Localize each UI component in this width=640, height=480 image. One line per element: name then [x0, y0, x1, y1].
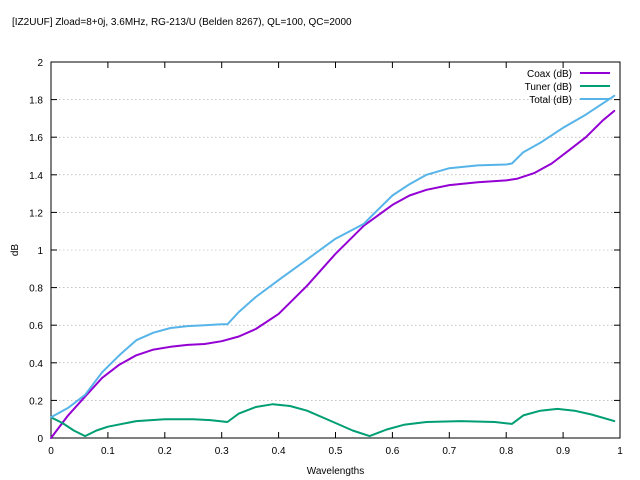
y-tick-label: 2	[37, 58, 43, 69]
y-tick-label: 1.4	[29, 171, 43, 182]
y-axis-label: dB	[10, 244, 21, 257]
x-axis-label: Wavelengths	[307, 466, 364, 477]
grid	[51, 99, 620, 401]
legend-label: Tuner (dB)	[525, 82, 572, 93]
x-tick-label: 0.2	[158, 446, 172, 457]
y-tick-label: 0	[37, 434, 43, 445]
x-tick-label: 0	[48, 446, 54, 457]
x-tick-label: 0.6	[385, 446, 399, 457]
y-tick-label: 0.8	[29, 284, 43, 295]
y-tick-label: 1	[37, 246, 43, 257]
series-line-coax-db	[50, 109, 616, 439]
x-tick-label: 0.3	[215, 446, 229, 457]
y-tick-label: 1.6	[29, 133, 43, 144]
chart-title: [IZ2UUF] Zload=8+0j, 3.6MHz, RG-213/U (B…	[12, 17, 352, 28]
x-tick-label: 0.5	[329, 446, 343, 457]
x-tick-label: 0.8	[499, 446, 513, 457]
legend: Coax (dB) Tuner (dB) Total (dB)	[525, 69, 610, 106]
x-tick-label: 0.7	[442, 446, 456, 457]
x-tick-label: 0.9	[556, 446, 570, 457]
y-tick-label: 0.2	[29, 396, 43, 407]
y-tick-label: 0.4	[29, 359, 43, 370]
y-tick-label: 1.8	[29, 96, 43, 107]
series-layer	[50, 94, 616, 439]
series-line-total-db	[50, 94, 616, 419]
legend-label: Total (dB)	[529, 95, 572, 106]
x-tick-label: 1	[617, 446, 623, 457]
x-tick-label: 0.4	[272, 446, 286, 457]
legend-label: Coax (dB)	[527, 69, 572, 80]
y-axis: 0 0.2 0.4 0.6 0.8 1 1.2 1.4 1.6 1.8 2	[29, 58, 620, 445]
y-tick-label: 1.2	[29, 208, 43, 219]
series-line-tuner-db	[50, 403, 616, 438]
x-axis: 0 0.1 0.2 0.3 0.4 0.5 0.6 0.7 0.8 0.9 1	[48, 62, 623, 457]
y-tick-label: 0.6	[29, 321, 43, 332]
x-tick-label: 0.1	[101, 446, 115, 457]
